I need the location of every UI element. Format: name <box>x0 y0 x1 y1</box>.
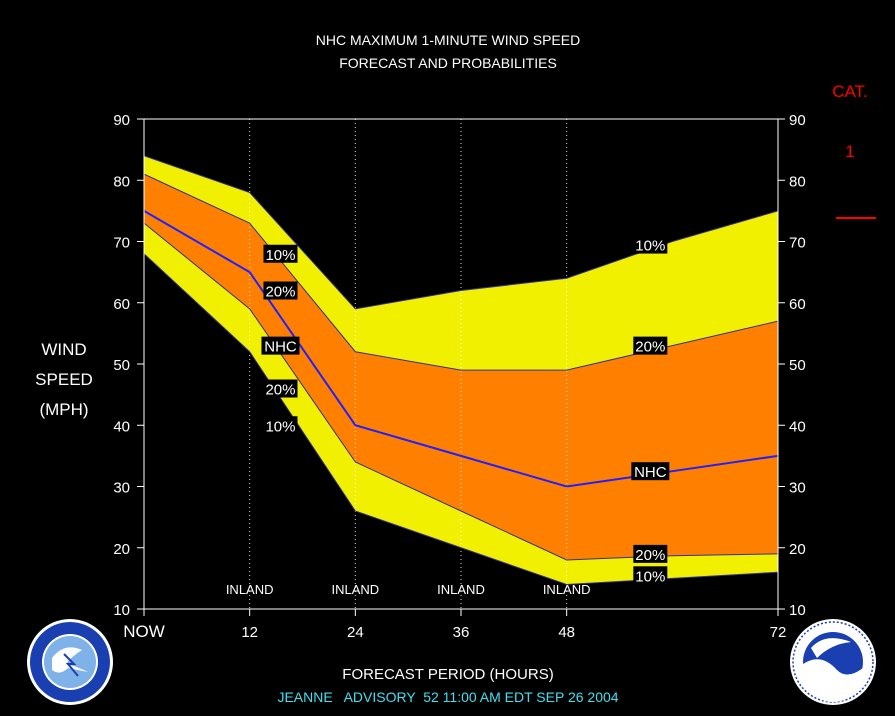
y-tick-label-right-20: 20 <box>789 541 806 558</box>
y-tick-label-right-50: 50 <box>789 357 806 374</box>
band-label-0: 10% <box>265 247 295 264</box>
y-axis-label-line1: WIND <box>41 340 86 359</box>
band-20-percent <box>144 174 778 560</box>
series-line-nhc <box>143 210 779 488</box>
x-axis-label: FORECAST PERIOD (HOURS) <box>342 666 553 683</box>
y-axis-label-line3: (MPH) <box>39 400 88 419</box>
band-label-box-7 <box>631 462 670 481</box>
series-line-lower20 <box>143 222 779 561</box>
band-label-box-6 <box>633 336 668 355</box>
y-tick-label-left-10: 10 <box>113 602 130 619</box>
series-line-upper10 <box>143 155 779 310</box>
y-tick-label-left-70: 70 <box>113 235 130 252</box>
inland-label-36: INLAND <box>437 582 485 597</box>
band-labels: 10% 20% NHC 20% 10% 10% 20% NHC 20% 10% <box>261 235 670 585</box>
x-tick-label-72: 72 <box>770 624 787 641</box>
y-tick-label-left-80: 80 <box>113 173 130 190</box>
band-label-box-0 <box>263 244 298 263</box>
band-label-box-1 <box>263 281 298 300</box>
chart-title-line2: FORECAST AND PROBABILITIES <box>339 55 557 71</box>
inland-label-48: INLAND <box>543 582 591 597</box>
band-label-4: 10% <box>265 418 295 435</box>
inland-gridlines: INLAND INLAND INLAND INLAND <box>226 119 591 609</box>
band-label-6: 20% <box>635 339 665 356</box>
band-label-box-9 <box>633 566 668 585</box>
band-label-box-3 <box>263 379 298 398</box>
x-tick-label-48: 48 <box>558 624 575 641</box>
band-label-8: 20% <box>635 547 665 564</box>
series-line-upper20 <box>143 173 779 371</box>
band-label-box-4 <box>263 416 298 435</box>
y-tick-label-left-40: 40 <box>113 418 130 435</box>
axis-ticks: 10 10 20 20 30 30 40 40 50 50 60 60 70 70 80 80 90 90 NOW 1… <box>113 112 805 641</box>
y-tick-label-right-10: 10 <box>789 602 806 619</box>
y-tick-label-right-30: 30 <box>789 480 806 497</box>
band-label-3: 20% <box>265 382 295 399</box>
y-tick-label-right-70: 70 <box>789 235 806 252</box>
y-tick-label-left-50: 50 <box>113 357 130 374</box>
band-label-5: 10% <box>635 238 665 255</box>
y-tick-label-left-20: 20 <box>113 541 130 558</box>
x-tick-label-12: 12 <box>241 624 258 641</box>
x-tick-label-0: NOW <box>123 622 165 641</box>
band-label-box-5 <box>633 235 668 254</box>
x-tick-label-36: 36 <box>453 624 470 641</box>
band-lines <box>143 155 779 586</box>
band-label-box-2 <box>261 336 300 355</box>
band-label-box-8 <box>633 544 668 563</box>
noaa-logo <box>790 619 876 705</box>
category-label: CAT. <box>832 82 868 101</box>
y-tick-label-left-30: 30 <box>113 480 130 497</box>
x-tick-label-24: 24 <box>347 624 364 641</box>
nws-logo <box>27 619 113 705</box>
y-tick-label-left-90: 90 <box>113 112 130 129</box>
band-label-9: 10% <box>635 568 665 585</box>
y-tick-label-right-60: 60 <box>789 296 806 313</box>
y-tick-label-right-40: 40 <box>789 418 806 435</box>
band-label-1: 20% <box>265 284 295 301</box>
series-line-lower10 <box>143 253 779 586</box>
chart-title-line1: NHC MAXIMUM 1-MINUTE WIND SPEED <box>316 32 580 48</box>
category-value: 1 <box>845 142 854 161</box>
advisory-footer: JEANNE ADVISORY 52 11:00 AM EDT SEP 26 2… <box>277 689 618 705</box>
inland-label-24: INLAND <box>331 582 379 597</box>
band-label-2: NHC <box>264 339 297 356</box>
band-label-7: NHC <box>634 464 667 481</box>
y-axis-label-line2: SPEED <box>35 370 93 389</box>
y-tick-label-right-90: 90 <box>789 112 806 129</box>
y-tick-label-right-80: 80 <box>789 173 806 190</box>
inland-label-12: INLAND <box>226 582 274 597</box>
y-tick-label-left-60: 60 <box>113 296 130 313</box>
